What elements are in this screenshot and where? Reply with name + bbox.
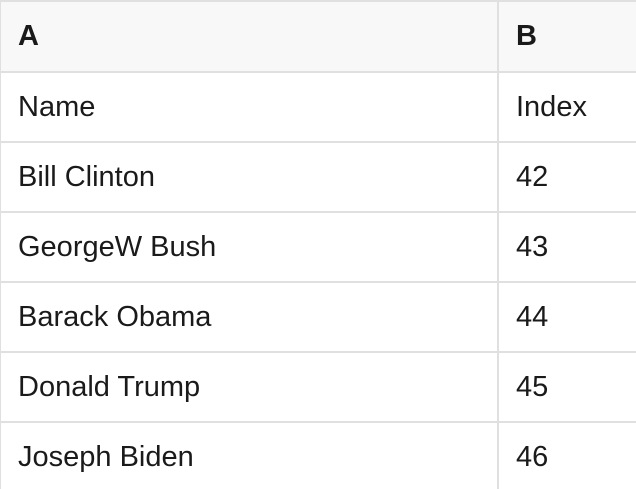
table-row-2: Bill Clinton 42	[1, 142, 636, 213]
cell-B5[interactable]: 45	[498, 352, 636, 423]
cell-A4[interactable]: Barack Obama	[1, 282, 499, 353]
cell-B6[interactable]: 46	[498, 422, 636, 489]
table-row-6: Joseph Biden 46	[1, 422, 636, 489]
cell-B1[interactable]: Index	[498, 72, 636, 143]
cell-A1[interactable]: Name	[1, 72, 499, 143]
cell-B4[interactable]: 44	[498, 282, 636, 353]
cell-A3[interactable]: GeorgeW Bush	[1, 212, 499, 283]
table-row-3: GeorgeW Bush 43	[1, 212, 636, 283]
cell-A5[interactable]: Donald Trump	[1, 352, 499, 423]
column-header-b[interactable]: B	[498, 2, 636, 73]
column-header-row: A B	[1, 2, 636, 73]
cell-B3[interactable]: 43	[498, 212, 636, 283]
table-row-1: Name Index	[1, 72, 636, 143]
cell-B2[interactable]: 42	[498, 142, 636, 213]
cell-A6[interactable]: Joseph Biden	[1, 422, 499, 489]
column-header-a[interactable]: A	[1, 2, 499, 73]
cell-A2[interactable]: Bill Clinton	[1, 142, 499, 213]
table-row-5: Donald Trump 45	[1, 352, 636, 423]
table-row-4: Barack Obama 44	[1, 282, 636, 353]
